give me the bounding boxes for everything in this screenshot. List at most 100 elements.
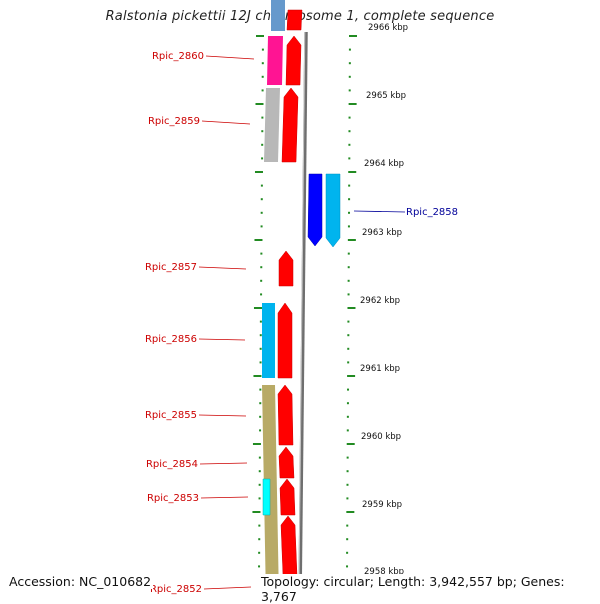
minor-tick	[348, 143, 351, 146]
minor-tick	[261, 89, 264, 92]
leader-line	[199, 462, 248, 465]
minor-tick	[347, 266, 350, 269]
minor-tick	[261, 130, 264, 133]
minor-tick	[260, 184, 263, 187]
major-tick	[254, 171, 263, 173]
gene-feature[interactable]	[262, 478, 271, 516]
minor-tick	[259, 415, 262, 418]
major-tick	[254, 239, 263, 241]
gene-feature[interactable]	[262, 385, 279, 600]
gene-feature[interactable]	[325, 173, 341, 248]
major-tick	[255, 103, 264, 105]
gene-feature[interactable]	[281, 87, 299, 163]
scale-ticks-outer	[346, 35, 357, 568]
gene-label[interactable]: Rpic_2860	[152, 51, 204, 62]
kbp-label: 2964 kbp	[364, 159, 404, 169]
kbp-label: 2961 kbp	[360, 364, 400, 374]
gene-label[interactable]: Rpic_2853	[147, 493, 199, 504]
major-tick	[256, 35, 264, 37]
minor-tick	[347, 279, 350, 282]
gene-label[interactable]: Rpic_2859	[148, 116, 200, 127]
minor-tick	[259, 347, 262, 350]
minor-tick	[260, 211, 263, 214]
minor-tick	[346, 497, 349, 500]
minor-tick	[346, 551, 349, 554]
minor-tick	[259, 361, 262, 364]
minor-tick	[348, 130, 351, 133]
minor-tick	[347, 347, 350, 350]
gene-feature[interactable]	[277, 384, 294, 446]
minor-tick	[348, 157, 351, 160]
minor-tick	[261, 62, 264, 65]
minor-tick	[260, 198, 263, 201]
leader-line	[353, 210, 406, 213]
gene-label[interactable]: Rpic_2856	[145, 334, 197, 345]
minor-tick	[347, 334, 350, 337]
gene-feature[interactable]	[279, 478, 296, 516]
minor-tick	[261, 48, 264, 51]
gene-label[interactable]: Rpic_2854	[146, 459, 198, 470]
minor-tick	[259, 320, 262, 323]
gene-track-forward-inner	[262, 0, 285, 600]
label-leaders	[198, 55, 406, 590]
minor-tick	[260, 266, 263, 269]
minor-tick	[258, 497, 261, 500]
gene-feature[interactable]	[307, 173, 323, 247]
minor-tick	[259, 334, 262, 337]
major-tick	[253, 375, 262, 377]
gene-feature[interactable]	[285, 35, 302, 86]
gene-feature[interactable]	[286, 9, 303, 31]
minor-tick	[346, 565, 349, 568]
gene-feature[interactable]	[264, 88, 280, 162]
major-tick	[348, 171, 357, 173]
gene-feature[interactable]	[262, 303, 275, 378]
minor-tick	[260, 252, 263, 255]
gene-labels: Rpic_2860 Rpic_2859 Rpic_2858 Rpic_2857 …	[145, 51, 458, 595]
gene-feature[interactable]	[277, 302, 293, 379]
minor-tick	[348, 184, 351, 187]
leader-line	[203, 586, 252, 590]
gene-label[interactable]: Rpic_2852	[150, 584, 202, 595]
accession-text: Accession: NC_010682	[7, 574, 154, 589]
minor-tick	[346, 538, 349, 541]
leader-line	[205, 55, 255, 60]
gene-feature[interactable]	[271, 0, 285, 31]
minor-tick	[346, 429, 349, 432]
major-tick	[347, 375, 356, 377]
gene-feature[interactable]	[267, 36, 283, 85]
minor-tick	[347, 388, 350, 391]
gene-label[interactable]: Rpic_2858	[406, 207, 458, 218]
minor-tick	[259, 388, 262, 391]
chromosome-backbone-highlight	[298, 31, 306, 600]
summary-text: Topology: circular; Length: 3,942,557 bp…	[259, 574, 600, 604]
minor-tick	[348, 48, 351, 51]
minor-tick	[258, 524, 261, 527]
minor-tick	[258, 470, 261, 473]
minor-tick	[347, 320, 350, 323]
minor-tick	[348, 62, 351, 65]
scale-ticks-inner	[252, 35, 264, 568]
major-tick	[253, 307, 262, 309]
major-tick	[349, 35, 357, 37]
minor-tick	[258, 538, 261, 541]
leader-line	[198, 266, 247, 270]
minor-tick	[347, 252, 350, 255]
minor-tick	[346, 483, 349, 486]
major-tick	[346, 511, 355, 513]
major-tick	[347, 239, 356, 241]
chromosome-backbone	[298, 31, 308, 600]
gene-feature[interactable]	[278, 446, 295, 479]
kbp-label: 2963 kbp	[362, 228, 402, 238]
gene-label[interactable]: Rpic_2855	[145, 410, 197, 421]
gene-feature[interactable]	[278, 250, 294, 287]
minor-tick	[346, 470, 349, 473]
minor-tick	[259, 429, 262, 432]
gene-label[interactable]: Rpic_2857	[145, 262, 197, 273]
kbp-label: 2966 kbp	[368, 23, 408, 33]
minor-tick	[346, 456, 349, 459]
minor-tick	[261, 143, 264, 146]
minor-tick	[348, 116, 351, 119]
kbp-labels: 2966 kbp 2965 kbp 2964 kbp 2963 kbp 2962…	[360, 23, 408, 577]
minor-tick	[258, 483, 261, 486]
